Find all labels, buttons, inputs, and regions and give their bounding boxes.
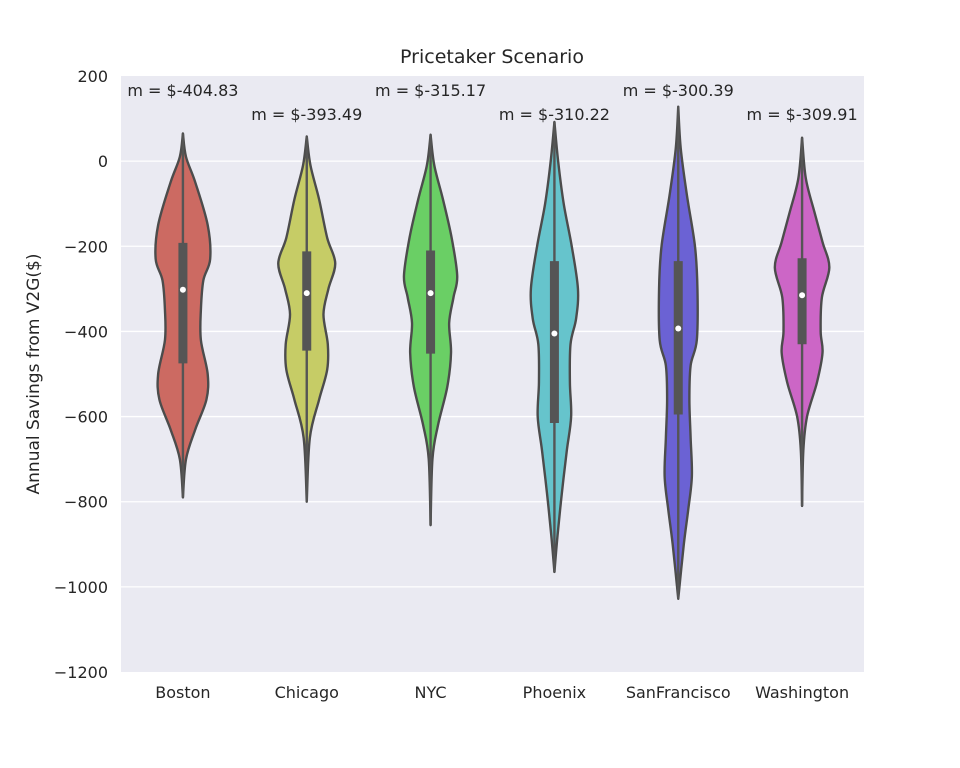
mean-annotation: m = $-300.39 (623, 81, 734, 100)
mean-annotation: m = $-315.17 (375, 81, 486, 100)
y-axis-ticks: −1200 −1000 −800 −600 −400 −200 0 200 (54, 67, 108, 682)
y-tick-label: −600 (64, 408, 108, 427)
y-tick-label: −200 (64, 237, 108, 256)
chart-title: Pricetaker Scenario (400, 46, 584, 68)
annotations: m = $-404.83 m = $-393.49 m = $-315.17 m = … (127, 81, 857, 124)
y-tick-label: 200 (77, 67, 108, 86)
violin-median-point (675, 325, 682, 332)
y-tick-label: −1200 (54, 663, 108, 682)
violin-phoenix (529, 120, 580, 574)
x-tick-label: SanFrancisco (626, 683, 731, 702)
mean-annotation: m = $-404.83 (127, 81, 238, 100)
violin-boston (154, 132, 212, 499)
violin-median-point (303, 290, 310, 297)
violin-chicago (277, 135, 337, 503)
y-tick-label: −800 (64, 493, 108, 512)
x-tick-label: Phoenix (523, 683, 586, 702)
x-axis-ticks: Boston Chicago NYC Phoenix SanFrancisco Washi… (155, 683, 849, 702)
violin-nyc (402, 133, 459, 527)
y-tick-label: −1000 (54, 578, 108, 597)
x-tick-label: Washington (755, 683, 849, 702)
x-tick-label: Boston (155, 683, 210, 702)
y-tick-label: −400 (64, 322, 108, 341)
y-tick-label: 0 (98, 152, 108, 171)
violins (154, 105, 831, 600)
grid-lines (121, 160, 864, 588)
violin-washington (773, 136, 831, 508)
plot-background (121, 76, 864, 672)
violin-median-point (179, 286, 186, 293)
mean-annotation: m = $-393.49 (251, 105, 362, 124)
violin-sanfrancisco (657, 105, 699, 600)
x-tick-label: NYC (415, 683, 447, 702)
y-axis-label: Annual Savings from V2G($) (24, 254, 44, 495)
x-tick-label: Chicago (275, 683, 339, 702)
violin-median-point (551, 330, 558, 337)
violin-median-point (799, 292, 806, 299)
mean-annotation: m = $-310.22 (499, 105, 610, 124)
mean-annotation: m = $-309.91 (747, 105, 858, 124)
violin-median-point (427, 290, 434, 297)
